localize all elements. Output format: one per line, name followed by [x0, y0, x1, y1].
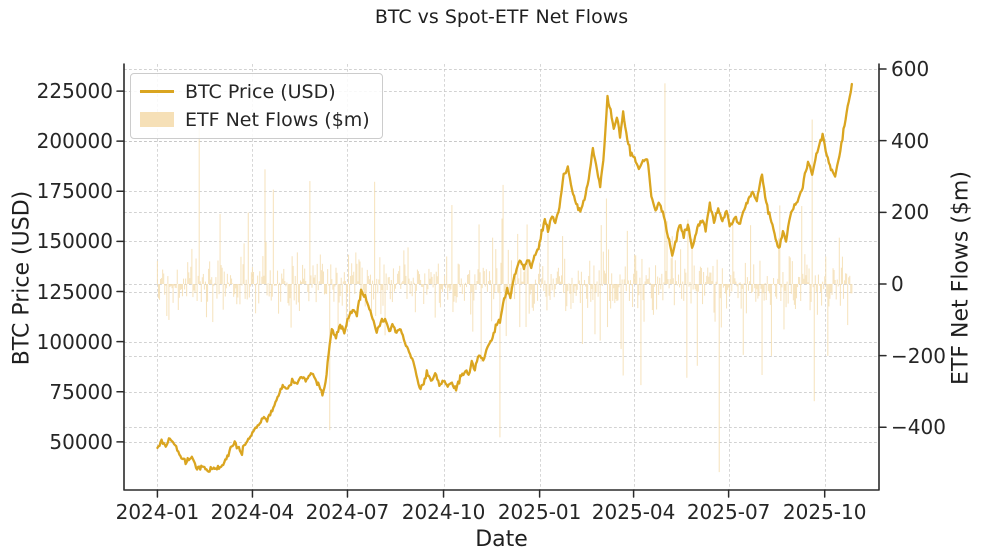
y-left-tick-label: 150000: [36, 229, 113, 254]
y-right-tick-label: 400: [891, 128, 930, 153]
y-right-tick-label: 600: [891, 57, 930, 82]
x-tick-label: 2025-01: [497, 500, 582, 524]
chart-title: BTC vs Spot-ETF Net Flows: [374, 6, 629, 28]
x-tick-label: 2024-10: [401, 500, 486, 524]
y-right-tick-label: −200: [891, 343, 946, 368]
y-left-tick-label: 175000: [36, 179, 113, 204]
x-tick-label: 2024-04: [210, 500, 295, 524]
y-left-tick-label: 75000: [49, 379, 113, 404]
x-axis-label: Date: [475, 527, 528, 552]
legend-patch-swatch: [140, 112, 174, 127]
legend-line-swatch: [140, 90, 174, 93]
x-tick-label: 2025-04: [591, 500, 676, 524]
y-left-tick-label: 200000: [36, 129, 113, 154]
x-tick-label: 2024-01: [115, 500, 200, 524]
x-tick-label: 2025-07: [686, 500, 771, 524]
x-tick-label: 2025-10: [782, 500, 867, 524]
y-left-tick-label: 100000: [36, 329, 113, 354]
y-left-tick-label: 125000: [36, 279, 113, 304]
y-right-tick-label: 200: [891, 200, 930, 225]
legend-entry-etf-flows: ETF Net Flows ($m): [140, 108, 372, 131]
y-right-tick-label: 0: [891, 271, 904, 296]
y-left-tick-label: 225000: [36, 79, 113, 104]
y-right-tick-label: −400: [891, 415, 946, 440]
x-tick-label: 2024-07: [305, 500, 390, 524]
legend-label: BTC Price (USD): [185, 80, 336, 103]
legend: BTC Price (USD) ETF Net Flows ($m): [130, 73, 383, 139]
y-left-tick-label: 50000: [49, 429, 113, 454]
legend-label: ETF Net Flows ($m): [185, 108, 370, 131]
legend-entry-btc-price: BTC Price (USD): [140, 80, 372, 103]
